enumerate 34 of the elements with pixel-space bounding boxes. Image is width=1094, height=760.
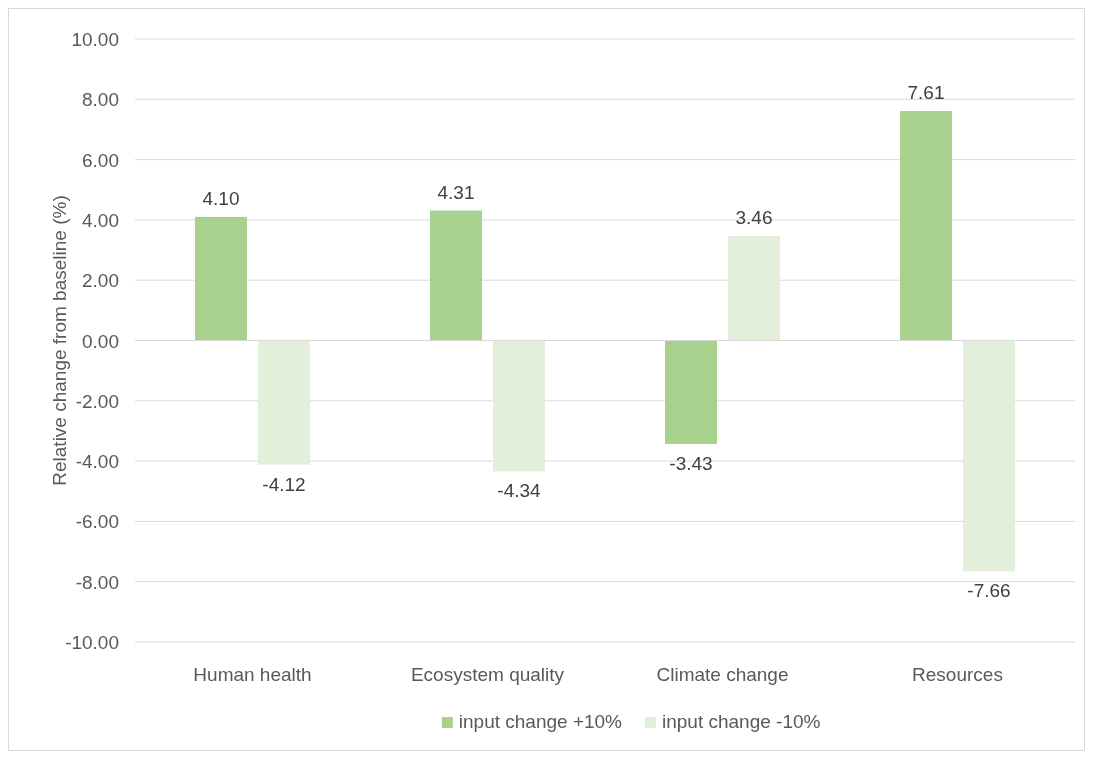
data-label: 3.46 [735, 207, 773, 229]
y-tick-label: -6.00 [75, 511, 119, 533]
data-label: -3.43 [669, 452, 713, 474]
x-tick-label: Climate change [656, 664, 789, 685]
y-axis-title: Relative change from baseline (%) [49, 195, 70, 486]
y-tick-label: 2.00 [82, 270, 119, 292]
data-label: -7.66 [967, 580, 1011, 602]
y-tick-label: -4.00 [75, 451, 119, 473]
data-label: 4.31 [437, 181, 475, 203]
bar [900, 111, 952, 341]
x-tick-label: Resources [912, 664, 1003, 685]
bar [728, 236, 780, 341]
data-label: 4.10 [202, 187, 240, 209]
bar [665, 340, 717, 444]
data-label: 7.61 [907, 82, 945, 104]
y-tick-label: -10.00 [65, 632, 119, 653]
y-tick-label: 4.00 [82, 209, 119, 231]
bar [195, 216, 247, 341]
bar [430, 210, 482, 341]
x-tick-label: Ecosystem quality [410, 664, 565, 685]
data-label: -4.34 [497, 480, 542, 502]
bar [258, 340, 310, 465]
data-label: -4.12 [262, 473, 306, 495]
legend-label: input change -10% [662, 711, 821, 732]
y-tick-label: -8.00 [75, 571, 119, 593]
y-tick-label: 6.00 [82, 149, 119, 171]
legend-label: input change +10% [458, 711, 623, 732]
y-tick-label: -2.00 [75, 390, 119, 412]
x-tick-label: Human health [193, 664, 312, 685]
y-tick-label: 0.00 [82, 330, 119, 352]
y-tick-label: 10.00 [71, 29, 119, 50]
bar [963, 340, 1015, 572]
bar [493, 340, 545, 472]
y-tick-label: 8.00 [82, 89, 119, 111]
